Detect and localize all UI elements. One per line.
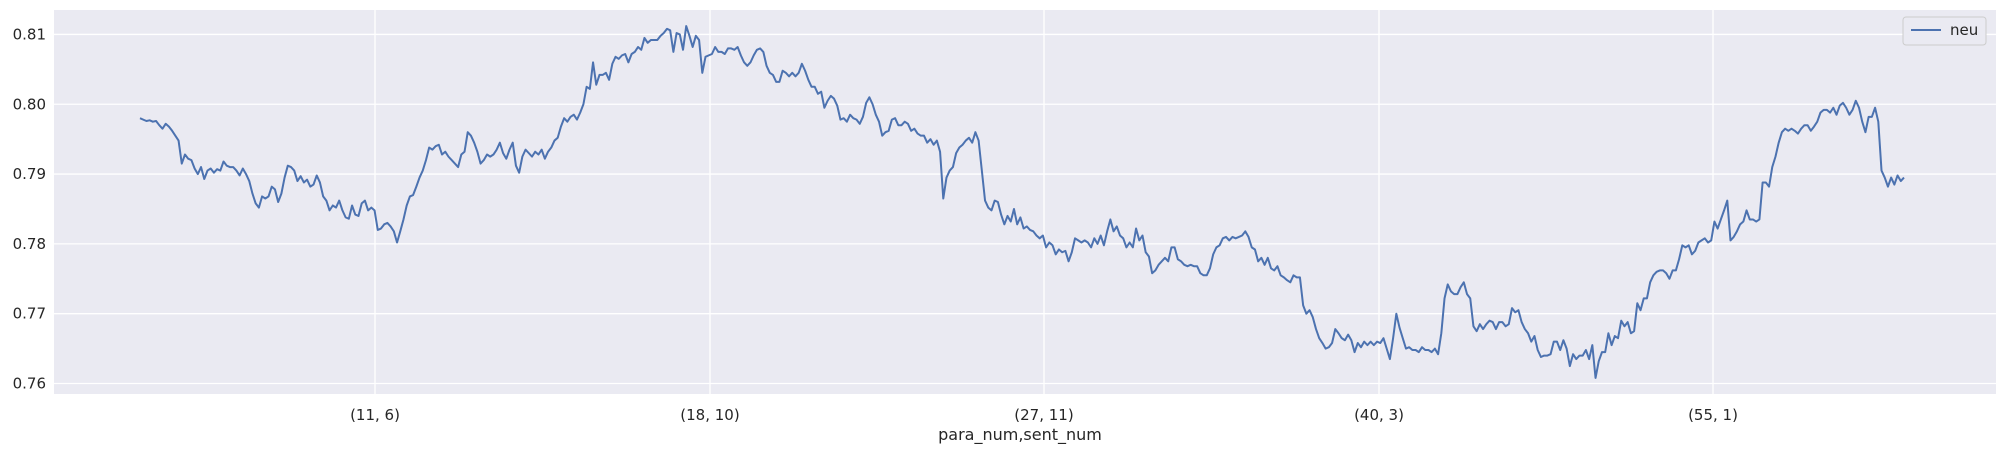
legend-frame	[1902, 16, 1987, 46]
x-tick-label: (11, 6)	[350, 406, 400, 424]
y-tick-label: 0.77	[13, 305, 46, 323]
y-axis-tick-labels: 0.76 0.77 0.78 0.79 0.80 0.81	[13, 25, 46, 392]
y-tick-label: 0.76	[13, 375, 46, 393]
x-tick-label: (27, 11)	[1014, 406, 1073, 424]
y-tick-label: 0.81	[13, 25, 46, 43]
series-line-neu	[139, 25, 1905, 379]
y-gridlines	[54, 33, 1996, 385]
x-tick-label: (40, 3)	[1354, 406, 1404, 424]
legend-label-neu: neu	[1950, 21, 1978, 39]
x-tick-label: (18, 10)	[680, 406, 739, 424]
legend: neu	[1902, 16, 1987, 46]
x-axis-tick-labels: (11, 6) (18, 10) (27, 11) (40, 3) (55, 1)	[350, 406, 1738, 424]
plot-area	[54, 10, 1996, 394]
x-tick-label: (55, 1)	[1688, 406, 1738, 424]
y-tick-label: 0.78	[13, 235, 46, 253]
series-layer	[139, 25, 1905, 379]
x-gridlines	[374, 10, 1714, 394]
y-tick-label: 0.80	[13, 95, 46, 113]
y-tick-label: 0.79	[13, 165, 46, 183]
x-axis-title: para_num,sent_num	[938, 425, 1102, 445]
